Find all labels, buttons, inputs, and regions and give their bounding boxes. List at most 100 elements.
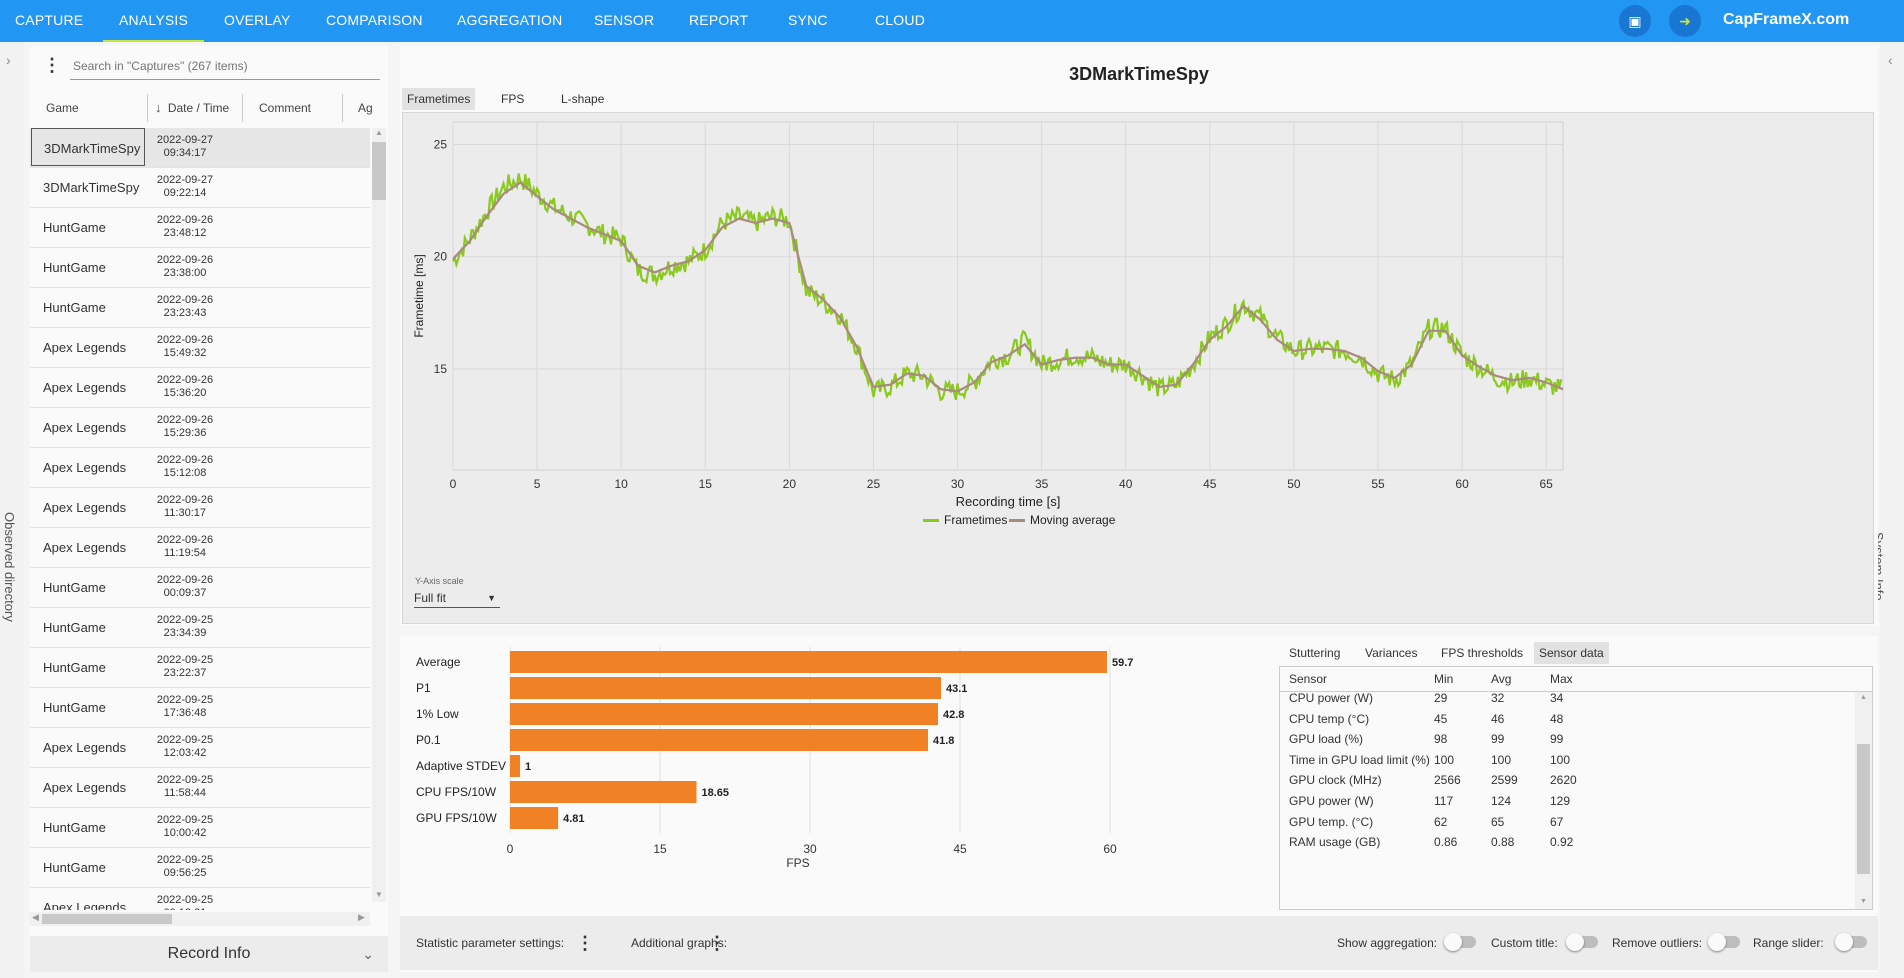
sensor-row[interactable]: RAM usage (GB) 0.86 0.88 0.92 (1280, 831, 1855, 851)
sensor-row[interactable]: GPU power (W) 117 124 129 (1280, 790, 1855, 810)
avg-column-header[interactable]: Avg (1491, 672, 1512, 686)
system-info-strip[interactable]: ‹ System Info (1871, 42, 1904, 978)
bar[interactable] (510, 703, 938, 725)
bar[interactable] (510, 755, 520, 777)
capture-game: Apex Legends (43, 740, 127, 755)
nav-comparison[interactable]: COMPARISON (326, 12, 423, 28)
nav-sync[interactable]: SYNC (788, 12, 828, 28)
column-header-aggregated[interactable]: Ag (358, 101, 372, 115)
capture-time: 23:38:00 (163, 267, 207, 279)
login-button[interactable]: ➜ (1669, 5, 1701, 37)
capture-row[interactable]: Apex Legends 2022-09-25 12:03:42 (30, 728, 370, 768)
bar[interactable] (510, 781, 697, 803)
captures-menu-button[interactable]: ⋮ (43, 55, 61, 75)
brand-link[interactable]: CapFrameX.com (1723, 11, 1850, 28)
capture-datetime: 2022-09-26 23:38:00 (130, 254, 240, 280)
sensor-row[interactable]: Time in GPU load limit (%) 100 100 100 (1280, 749, 1855, 769)
capture-datetime: 2022-09-25 09:56:25 (130, 854, 240, 880)
tab-sensor-data[interactable]: Sensor data (1534, 642, 1609, 664)
sensor-column-header[interactable]: Sensor (1289, 672, 1328, 686)
capture-date: 2022-09-26 (156, 374, 214, 386)
capture-row[interactable]: Apex Legends 2022-09-25 11:58:44 (30, 768, 370, 808)
min-column-header[interactable]: Min (1434, 672, 1454, 686)
sensor-row[interactable]: GPU clock (MHz) 2566 2599 2620 (1280, 769, 1855, 789)
capture-row[interactable]: HuntGame 2022-09-26 23:48:12 (30, 208, 370, 248)
capture-date: 2022-09-27 (156, 134, 214, 146)
nav-aggregation[interactable]: AGGREGATION (457, 12, 563, 28)
bar[interactable] (510, 677, 941, 699)
statistic-parameter-settings-button[interactable]: ⋮ (576, 933, 594, 953)
capture-row[interactable]: Apex Legends 2022-09-26 15:36:20 (30, 368, 370, 408)
capture-row[interactable]: Apex Legends 2022-09-26 15:12:08 (30, 448, 370, 488)
frametime-chart[interactable]: 0 5 10 15 20 25 30 35 40 45 50 55 60 65 15 20 25 Recordin… (403, 113, 1873, 623)
bar[interactable] (510, 807, 559, 829)
scrollbar-thumb[interactable] (1857, 744, 1870, 874)
capture-date: 2022-09-26 (156, 214, 214, 226)
y-tick-label: 15 (434, 362, 448, 376)
tab-stuttering[interactable]: Stuttering (1289, 646, 1341, 660)
scrollbar-thumb[interactable] (372, 142, 386, 200)
nav-analysis[interactable]: ANALYSIS (103, 0, 205, 42)
capture-row[interactable]: 3DMarkTimeSpy 2022-09-27 09:22:14 (30, 168, 370, 208)
sensor-avg: 99 (1491, 732, 1505, 747)
capture-row[interactable]: Apex Legends 2022-09-26 15:29:36 (30, 408, 370, 448)
screenshot-button[interactable]: ▣ (1619, 5, 1651, 37)
nav-sensor[interactable]: SENSOR (594, 12, 655, 28)
sensor-row[interactable]: CPU temp (°C) 45 46 48 (1280, 708, 1855, 728)
capture-row[interactable]: Apex Legends 2022-09-26 15:49:32 (30, 328, 370, 368)
column-header-comment[interactable]: Comment (259, 101, 312, 115)
column-separator[interactable] (147, 94, 148, 122)
capture-row[interactable]: HuntGame 2022-09-26 23:38:00 (30, 248, 370, 288)
capture-game: Apex Legends (43, 540, 127, 555)
range-slider-toggle[interactable] (1835, 933, 1867, 951)
capture-row[interactable]: HuntGame 2022-09-26 23:23:43 (30, 288, 370, 328)
max-column-header[interactable]: Max (1550, 672, 1573, 686)
nav-report[interactable]: REPORT (689, 12, 749, 28)
capture-row[interactable]: HuntGame 2022-09-25 10:00:42 (30, 808, 370, 848)
capture-row[interactable]: Apex Legends 2022-09-26 11:19:54 (30, 528, 370, 568)
capture-date: 2022-09-25 (156, 894, 214, 906)
nav-cloud[interactable]: CLOUD (875, 12, 926, 28)
legend-label-moving-average: Moving average (1030, 513, 1116, 527)
fps-bar-chart[interactable]: 0 15 30 45 60 FPS Average 59.7 P1 43.1 1% Low 42.8 P… (410, 636, 1170, 911)
tab-fps-thresholds[interactable]: FPS thresholds (1441, 646, 1524, 660)
capture-row[interactable]: HuntGame 2022-09-25 23:22:37 (30, 648, 370, 688)
range-slider-label: Range slider: (1753, 936, 1824, 950)
show-aggregation-toggle[interactable] (1444, 933, 1476, 951)
remove-outliers-toggle[interactable] (1708, 933, 1740, 951)
sensor-scrollbar[interactable]: ▲ ▼ (1855, 692, 1872, 909)
bar[interactable] (510, 651, 1107, 673)
capture-row[interactable]: 3DMarkTimeSpy 2022-09-27 09:34:17 (30, 128, 370, 168)
y-axis-scale-select[interactable]: Full fit ▼ (414, 588, 500, 608)
column-header-game[interactable]: Game (46, 101, 79, 115)
nav-capture[interactable]: CAPTURE (15, 12, 84, 28)
bar[interactable] (510, 729, 928, 751)
column-separator[interactable] (342, 94, 343, 122)
search-input[interactable] (70, 54, 380, 78)
additional-graphs-button[interactable]: ⋮ (708, 933, 726, 953)
capture-row[interactable]: HuntGame 2022-09-26 00:09:37 (30, 568, 370, 608)
capture-row[interactable]: Apex Legends 2022-09-26 11:30:17 (30, 488, 370, 528)
captures-horizontal-scrollbar[interactable]: ◀ ▶ (30, 912, 370, 926)
captures-vertical-scrollbar[interactable]: ▲ ▼ (372, 128, 386, 902)
sensor-row[interactable]: GPU temp. (°C) 62 65 67 (1280, 811, 1855, 831)
capture-row[interactable]: HuntGame 2022-09-25 23:34:39 (30, 608, 370, 648)
record-info-expander[interactable]: Record Info ⌄ (30, 936, 388, 972)
sensor-row[interactable]: GPU load (%) 98 99 99 (1280, 728, 1855, 748)
tab-variances[interactable]: Variances (1365, 646, 1418, 660)
column-header-date[interactable]: ↓ Date / Time (155, 94, 229, 122)
column-separator[interactable] (242, 94, 243, 122)
observed-directory-strip[interactable]: › Observed directory (0, 42, 24, 978)
tab-l-shape[interactable]: L-shape (561, 92, 605, 106)
capture-game: HuntGame (43, 620, 106, 635)
capture-row[interactable]: HuntGame 2022-09-25 17:36:48 (30, 688, 370, 728)
sensor-row[interactable]: CPU power (W) 29 32 34 (1280, 687, 1855, 707)
custom-title-toggle[interactable] (1566, 933, 1598, 951)
capture-row[interactable]: HuntGame 2022-09-25 09:56:25 (30, 848, 370, 888)
tab-frametimes[interactable]: Frametimes (402, 88, 476, 110)
nav-overlay[interactable]: OVERLAY (224, 12, 291, 28)
scrollbar-thumb[interactable] (42, 914, 172, 924)
scroll-right-icon: ▶ (358, 912, 365, 922)
tab-fps[interactable]: FPS (501, 92, 525, 106)
